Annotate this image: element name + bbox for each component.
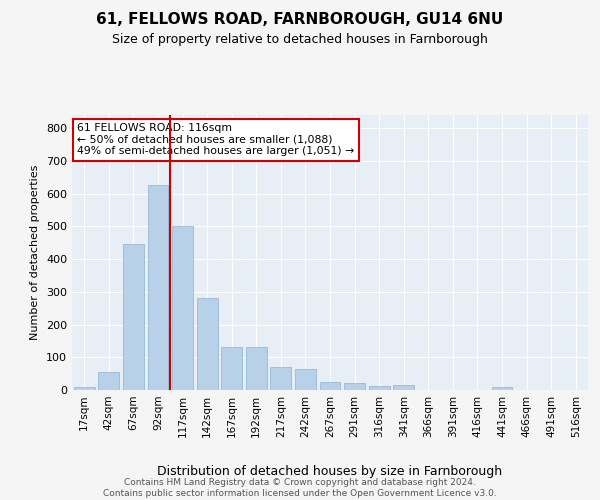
Text: Distribution of detached houses by size in Farnborough: Distribution of detached houses by size … <box>157 464 503 477</box>
Bar <box>295 368 316 390</box>
Bar <box>491 388 512 390</box>
Text: 61 FELLOWS ROAD: 116sqm
← 50% of detached houses are smaller (1,088)
49% of semi: 61 FELLOWS ROAD: 116sqm ← 50% of detache… <box>77 123 355 156</box>
Bar <box>344 384 365 390</box>
Bar <box>123 244 144 390</box>
Bar <box>148 186 169 390</box>
Text: Contains HM Land Registry data © Crown copyright and database right 2024.
Contai: Contains HM Land Registry data © Crown c… <box>103 478 497 498</box>
Y-axis label: Number of detached properties: Number of detached properties <box>31 165 40 340</box>
Bar <box>246 348 267 390</box>
Bar <box>221 348 242 390</box>
Bar <box>393 385 414 390</box>
Bar <box>197 298 218 390</box>
Bar <box>98 372 119 390</box>
Bar <box>271 367 292 390</box>
Bar <box>74 386 95 390</box>
Text: 61, FELLOWS ROAD, FARNBOROUGH, GU14 6NU: 61, FELLOWS ROAD, FARNBOROUGH, GU14 6NU <box>97 12 503 28</box>
Bar <box>320 382 340 390</box>
Bar <box>172 226 193 390</box>
Bar <box>368 386 389 390</box>
Text: Size of property relative to detached houses in Farnborough: Size of property relative to detached ho… <box>112 32 488 46</box>
